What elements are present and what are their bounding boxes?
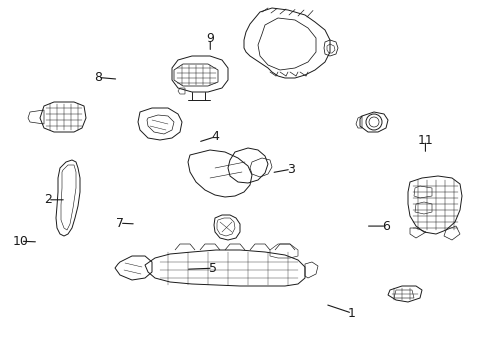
Text: 10: 10 bbox=[13, 235, 28, 248]
Text: 1: 1 bbox=[347, 307, 355, 320]
Text: 4: 4 bbox=[211, 130, 219, 143]
Text: 5: 5 bbox=[208, 262, 216, 275]
Text: 11: 11 bbox=[417, 134, 432, 147]
Text: 9: 9 bbox=[206, 32, 214, 45]
Text: 8: 8 bbox=[94, 71, 102, 84]
Text: 7: 7 bbox=[116, 217, 123, 230]
Text: 6: 6 bbox=[382, 220, 389, 233]
Text: 2: 2 bbox=[44, 193, 52, 206]
Text: 3: 3 bbox=[286, 163, 294, 176]
